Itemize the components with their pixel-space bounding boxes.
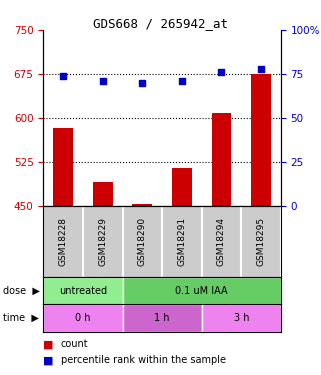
Text: ■: ■ <box>43 339 54 350</box>
Bar <box>212 113 231 206</box>
Point <box>219 69 224 75</box>
Bar <box>53 128 73 206</box>
Bar <box>123 304 202 332</box>
Text: dose  ▶: dose ▶ <box>3 286 40 296</box>
Point <box>140 80 145 86</box>
Text: GSM18229: GSM18229 <box>98 217 107 266</box>
Bar <box>172 168 192 206</box>
Bar <box>43 277 123 304</box>
Bar <box>93 182 113 206</box>
Text: percentile rank within the sample: percentile rank within the sample <box>61 356 226 365</box>
Point <box>100 78 105 84</box>
Bar <box>251 74 271 206</box>
Text: untreated: untreated <box>59 286 107 296</box>
Bar <box>202 304 281 332</box>
Bar <box>132 204 152 206</box>
Bar <box>123 277 281 304</box>
Text: ■: ■ <box>43 356 54 365</box>
Text: GSM18295: GSM18295 <box>256 217 265 266</box>
Text: GSM18291: GSM18291 <box>178 217 187 266</box>
Point <box>179 78 185 84</box>
Text: 0.1 uM IAA: 0.1 uM IAA <box>175 286 228 296</box>
Point <box>61 73 66 79</box>
Bar <box>43 304 123 332</box>
Text: 1 h: 1 h <box>154 313 170 323</box>
Text: GSM18290: GSM18290 <box>138 217 147 266</box>
Text: GSM18228: GSM18228 <box>59 217 68 266</box>
Text: 3 h: 3 h <box>234 313 249 323</box>
Text: time  ▶: time ▶ <box>3 313 39 323</box>
Text: GSM18294: GSM18294 <box>217 217 226 266</box>
Point <box>258 66 264 72</box>
Text: count: count <box>61 339 89 350</box>
Text: 0 h: 0 h <box>75 313 91 323</box>
Text: GDS668 / 265942_at: GDS668 / 265942_at <box>93 17 228 30</box>
